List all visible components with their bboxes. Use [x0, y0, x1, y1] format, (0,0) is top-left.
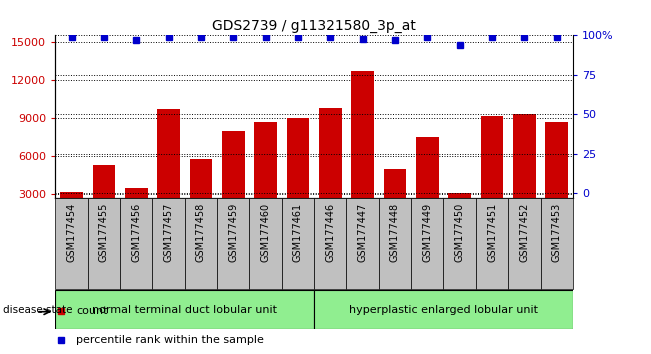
Bar [352, 71, 374, 198]
Bar [480, 115, 503, 198]
Text: GSM177453: GSM177453 [551, 203, 562, 262]
Bar [222, 131, 245, 198]
Bar [379, 198, 411, 289]
Bar [282, 198, 314, 289]
Bar [185, 198, 217, 289]
Bar [92, 165, 115, 198]
Bar [411, 198, 443, 289]
Bar [55, 290, 314, 329]
Title: GDS2739 / g11321580_3p_at: GDS2739 / g11321580_3p_at [212, 19, 416, 33]
Bar [217, 198, 249, 289]
Bar [449, 193, 471, 198]
Text: GSM177452: GSM177452 [519, 203, 529, 262]
Text: GSM177450: GSM177450 [454, 203, 465, 262]
Bar [314, 290, 573, 329]
Bar [255, 122, 277, 198]
Bar [286, 118, 309, 198]
Bar [319, 108, 342, 198]
Text: count: count [76, 306, 107, 316]
Bar [55, 198, 88, 289]
Text: GSM177447: GSM177447 [357, 203, 368, 262]
Text: GSM177455: GSM177455 [99, 203, 109, 262]
Text: GSM177449: GSM177449 [422, 203, 432, 262]
Text: disease state: disease state [3, 305, 73, 315]
Text: GSM177448: GSM177448 [390, 203, 400, 262]
Bar [540, 198, 573, 289]
Bar [416, 137, 439, 198]
Bar [383, 169, 406, 198]
Text: GSM177451: GSM177451 [487, 203, 497, 262]
Bar [346, 198, 379, 289]
Bar [513, 114, 536, 198]
Text: GSM177458: GSM177458 [196, 203, 206, 262]
Bar [125, 188, 148, 198]
Bar [60, 192, 83, 198]
Bar [476, 198, 508, 289]
Bar [443, 198, 476, 289]
Text: normal terminal duct lobular unit: normal terminal duct lobular unit [92, 305, 277, 315]
Bar [88, 198, 120, 289]
Text: hyperplastic enlarged lobular unit: hyperplastic enlarged lobular unit [349, 305, 538, 315]
Text: GSM177454: GSM177454 [66, 203, 77, 262]
Bar [249, 198, 282, 289]
Text: GSM177461: GSM177461 [293, 203, 303, 262]
Bar [189, 159, 212, 198]
Bar [152, 198, 185, 289]
Text: percentile rank within the sample: percentile rank within the sample [76, 335, 264, 344]
Text: GSM177456: GSM177456 [132, 203, 141, 262]
Text: GSM177457: GSM177457 [163, 203, 174, 262]
Text: GSM177459: GSM177459 [229, 203, 238, 262]
Text: GSM177460: GSM177460 [260, 203, 271, 262]
Text: GSM177446: GSM177446 [326, 203, 335, 262]
Bar [508, 198, 540, 289]
Bar [546, 122, 568, 198]
Bar [158, 109, 180, 198]
Bar [314, 198, 346, 289]
Bar [120, 198, 152, 289]
